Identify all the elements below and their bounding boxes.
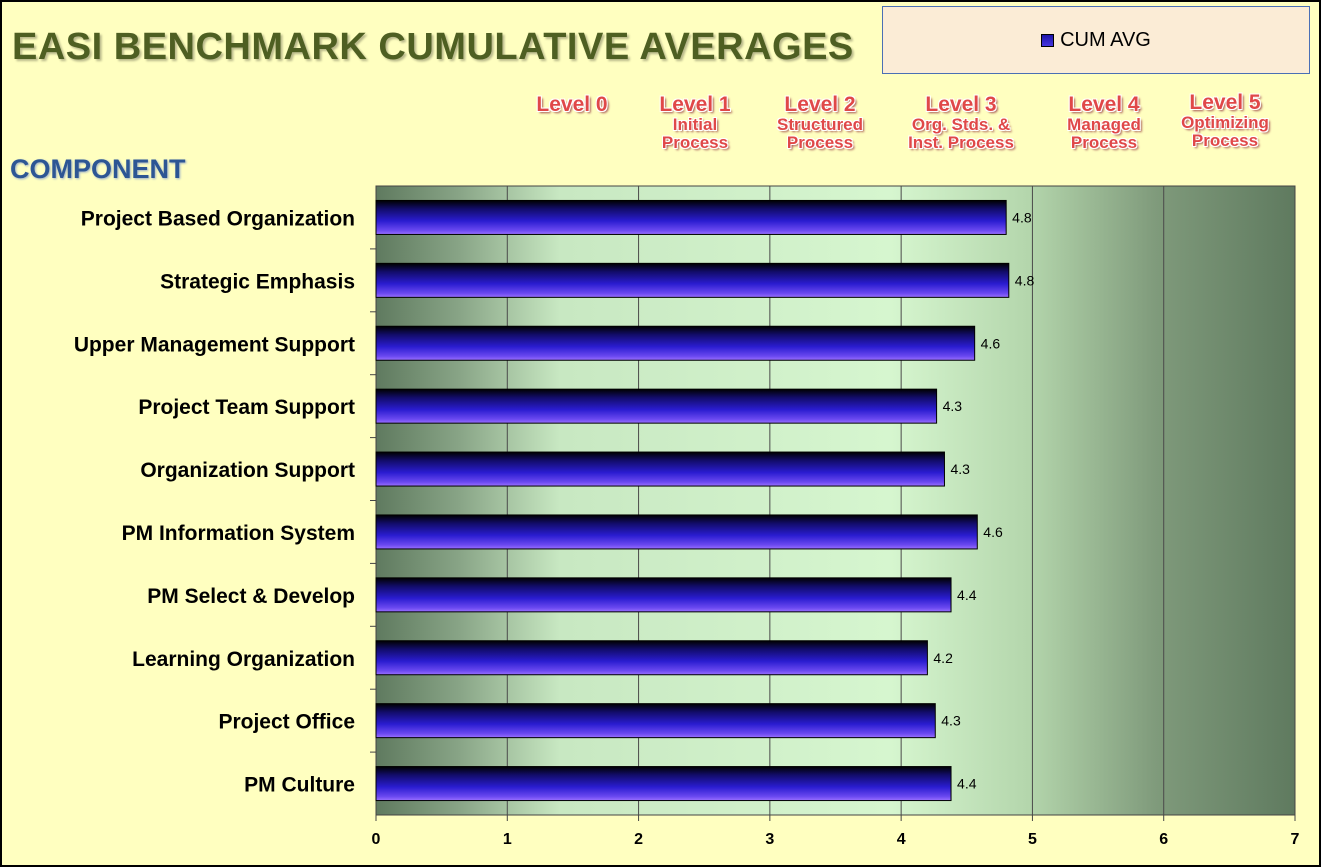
data-label: 4.4 xyxy=(957,776,977,792)
level-desc: Inst. Process xyxy=(908,132,1014,152)
bars xyxy=(375,199,1010,802)
labels: 0 1 2 3 4 5 6 7 4.8 Project Based Organization 4.8… xyxy=(74,207,1300,848)
data-label: 4.8 xyxy=(1012,209,1032,225)
data-label: 4.6 xyxy=(981,335,1001,351)
data-label: 4.8 xyxy=(1015,272,1035,288)
x-tick-label: 1 xyxy=(503,831,512,848)
bar xyxy=(375,514,978,550)
level-1-label: Level 1 Initial Process xyxy=(659,93,731,152)
data-label: 4.4 xyxy=(957,587,977,603)
bar xyxy=(375,640,928,676)
category-label: Project Team Support xyxy=(138,396,355,419)
level-desc: Optimizing xyxy=(1181,113,1269,133)
component-heading: COMPONENT xyxy=(10,154,186,184)
bar xyxy=(375,766,952,802)
level-5-label: Level 5 Optimizing Process xyxy=(1181,91,1269,150)
chart-title: EASI BENCHMARK CUMULATIVE AVERAGES xyxy=(12,26,854,68)
category-label: Learning Organization xyxy=(132,648,355,671)
x-tick-label: 7 xyxy=(1291,831,1300,848)
level-2-label: Level 2 Structured Process xyxy=(777,93,863,152)
level-desc: Org. Stds. & xyxy=(911,115,1011,135)
data-label: 4.6 xyxy=(983,524,1003,540)
level-4-label: Level 4 Managed Process xyxy=(1067,93,1141,152)
bar xyxy=(375,325,976,361)
bar xyxy=(375,199,1007,235)
x-tick-label: 3 xyxy=(765,831,774,848)
legend-swatch xyxy=(1041,33,1055,47)
level-desc: Initial xyxy=(672,115,718,135)
x-tick-label: 2 xyxy=(634,831,643,848)
category-label: Project Based Organization xyxy=(81,207,355,230)
level-desc: Structured xyxy=(777,115,863,135)
x-tick-label: 5 xyxy=(1028,831,1037,848)
level-desc: Process xyxy=(1191,130,1259,150)
bar xyxy=(375,388,938,424)
legend: CUM AVG xyxy=(882,6,1310,74)
data-label: 4.3 xyxy=(943,398,963,414)
category-label: PM Select & Develop xyxy=(147,585,355,608)
bar xyxy=(375,451,945,487)
category-label: PM Information System xyxy=(122,522,355,545)
bar xyxy=(375,577,952,613)
bar xyxy=(375,262,1010,298)
x-tick-label: 0 xyxy=(372,831,381,848)
category-label: Strategic Emphasis xyxy=(160,270,355,293)
x-tick-label: 4 xyxy=(897,831,906,848)
level-name: Level 3 xyxy=(925,93,997,116)
level-0-label: Level 0 xyxy=(536,93,608,116)
level-3-label: Level 3 Org. Stds. & Inst. Process xyxy=(908,93,1014,152)
data-label: 4.3 xyxy=(941,713,961,729)
data-label: 4.2 xyxy=(933,650,953,666)
level-name: Level 0 xyxy=(536,93,608,116)
category-label: Project Office xyxy=(218,711,355,734)
level-name: Level 4 xyxy=(1068,93,1140,116)
bar xyxy=(375,703,936,739)
level-name: Level 2 xyxy=(784,93,856,116)
level-name: Level 5 xyxy=(1189,91,1261,114)
legend-label: CUM AVG xyxy=(1060,28,1151,51)
level-desc: Process xyxy=(661,132,729,152)
level-desc: Managed xyxy=(1067,115,1141,135)
category-label: Upper Management Support xyxy=(74,333,355,356)
category-label: PM Culture xyxy=(244,774,355,797)
level-desc: Process xyxy=(786,132,854,152)
level-name: Level 1 xyxy=(659,93,731,116)
category-label: Organization Support xyxy=(140,459,355,482)
x-tick-label: 6 xyxy=(1159,831,1168,848)
level-desc: Process xyxy=(1070,132,1138,152)
data-label: 4.3 xyxy=(950,461,970,477)
